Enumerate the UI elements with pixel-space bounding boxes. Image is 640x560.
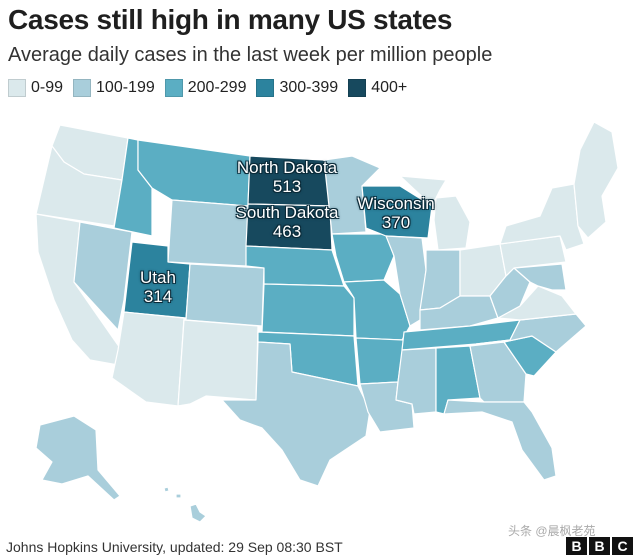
callout-wisconsin: Wisconsin 370 <box>348 194 444 232</box>
state-texas <box>221 341 371 487</box>
state-new-york <box>499 183 585 251</box>
callout-value: 513 <box>272 177 302 196</box>
source-note: Johns Hopkins University, updated: 29 Se… <box>6 539 343 555</box>
legend-label: 0-99 <box>31 79 64 96</box>
state-wisconsin <box>361 185 433 239</box>
legend-label: 200-299 <box>187 79 247 96</box>
state-illinois <box>385 235 427 327</box>
state-florida <box>443 399 557 481</box>
callout-value: 463 <box>272 222 302 241</box>
state-kansas <box>261 283 355 337</box>
legend-swatch <box>8 79 26 97</box>
callout-value: 370 <box>381 213 411 232</box>
state-new-mexico <box>177 319 259 407</box>
legend-label: 100-199 <box>96 79 155 96</box>
state-arkansas <box>355 337 405 385</box>
state-hawaii-islets <box>163 486 182 499</box>
state-alaska <box>35 415 121 501</box>
us-states-map <box>35 121 619 523</box>
callout-name: South Dakota <box>235 203 339 222</box>
bbc-logo-letter: C <box>612 537 633 555</box>
callout-south-dakota: South Dakota 463 <box>226 203 348 241</box>
state-iowa <box>331 233 395 283</box>
callout-north-dakota: North Dakota 513 <box>228 158 346 196</box>
legend-swatch <box>164 79 183 97</box>
legend-item-0-99: 0-99 <box>8 79 63 97</box>
legend: 0-99 100-199 200-299 300-399 400+ <box>8 79 407 97</box>
state-michigan <box>399 175 471 251</box>
legend-swatch <box>256 79 275 97</box>
callout-name: Wisconsin <box>357 194 435 213</box>
legend-swatch <box>73 79 92 97</box>
callout-value: 314 <box>143 287 173 306</box>
state-arizona <box>111 311 185 407</box>
legend-item-400-plus: 400+ <box>348 79 407 97</box>
chart-subtitle: Average daily cases in the last week per… <box>8 44 493 66</box>
legend-item-300-399: 300-399 <box>256 79 338 97</box>
chart-title: Cases still high in many US states <box>8 4 453 35</box>
state-colorado <box>185 263 265 327</box>
state-maryland <box>513 263 567 291</box>
watermark-text: 头条 @晨枫老苑 <box>508 524 596 538</box>
callout-name: North Dakota <box>236 158 338 177</box>
callout-name: Utah <box>140 268 176 287</box>
legend-label: 400+ <box>371 79 408 96</box>
callout-utah: Utah 314 <box>128 268 188 306</box>
legend-item-100-199: 100-199 <box>73 79 155 97</box>
legend-swatch <box>348 79 367 97</box>
state-hawaii <box>189 503 207 523</box>
bbc-logo-letter: B <box>589 537 610 555</box>
state-north-carolina <box>475 313 587 353</box>
legend-label: 300-399 <box>279 79 339 96</box>
state-new-england <box>573 121 619 239</box>
bbc-logo: B B C <box>566 537 633 555</box>
bbc-logo-letter: B <box>566 537 587 555</box>
legend-item-200-299: 200-299 <box>164 79 247 97</box>
